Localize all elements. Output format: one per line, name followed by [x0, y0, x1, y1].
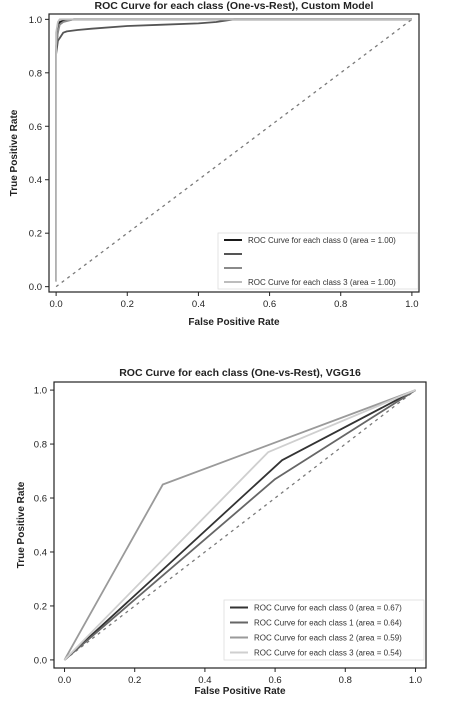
y-tick-label: 1.0 — [29, 15, 42, 26]
x-axis-label: False Positive Rate — [194, 686, 286, 697]
chart-custom-model-svg: ROC Curve for each class (One-vs-Rest), … — [9, 0, 420, 328]
legend-entry-class-0: ROC Curve for each class 0 (area = 1.00) — [248, 236, 396, 245]
chart-title: ROC Curve for each class (One-vs-Rest), … — [119, 367, 361, 379]
y-tick-label: 0.0 — [34, 655, 47, 666]
y-tick-label: 0.4 — [34, 547, 47, 558]
plot-frame — [53, 381, 427, 669]
legend-entry-class-0: ROC Curve for each class 0 (area = 0.67) — [254, 604, 402, 613]
x-tick-label: 0.0 — [58, 675, 71, 686]
x-tick-label: 1.0 — [409, 675, 422, 686]
roc-curve-class-3 — [55, 18, 412, 282]
y-tick-label: 0.6 — [34, 494, 47, 505]
legend-box — [223, 599, 425, 661]
y-tick-label: 0.4 — [29, 175, 42, 186]
roc-curve-class-3 — [63, 389, 416, 661]
y-tick-label: 0.0 — [29, 282, 42, 293]
x-tick-label: 0.6 — [263, 299, 276, 310]
y-axis-label: True Positive Rate — [9, 109, 20, 196]
chart-vgg16-svg: ROC Curve for each class (One-vs-Rest), … — [16, 367, 427, 697]
y-tick-label: 0.2 — [34, 601, 47, 612]
x-tick-label: 0.8 — [334, 299, 347, 310]
x-tick-label: 1.0 — [405, 299, 418, 310]
legend: ROC Curve for each class 0 (area = 1.00)… — [217, 232, 419, 290]
x-tick-label: 0.4 — [198, 675, 211, 686]
x-tick-label: 0.6 — [268, 675, 281, 686]
legend-box — [217, 232, 419, 290]
y-tick-label: 0.8 — [29, 68, 42, 79]
x-axis-label: False Positive Rate — [188, 317, 280, 328]
y-tick-label: 0.2 — [29, 229, 42, 240]
legend-entry-class-3: ROC Curve for each class 3 (area = 0.54) — [254, 649, 402, 658]
y-tick-label: 1.0 — [34, 386, 47, 397]
y-tick-label: 0.6 — [29, 122, 42, 133]
x-tick-label: 0.8 — [339, 675, 352, 686]
legend-entry-class-3: ROC Curve for each class 3 (area = 1.00) — [248, 278, 396, 287]
chart-title: ROC Curve for each class (One-vs-Rest), … — [95, 0, 374, 12]
x-tick-label: 0.0 — [50, 299, 63, 310]
x-tick-label: 0.2 — [121, 299, 134, 310]
legend: ROC Curve for each class 0 (area = 0.67)… — [223, 599, 425, 661]
legend-entry-class-1: ROC Curve for each class 1 (area = 0.64) — [254, 619, 402, 628]
x-tick-label: 0.2 — [128, 675, 141, 686]
x-tick-label: 0.4 — [192, 299, 205, 310]
roc-curve-class-1 — [63, 389, 416, 661]
roc-curve-class-2 — [63, 389, 416, 661]
y-tick-label: 0.8 — [34, 440, 47, 451]
chart-custom-model: ROC Curve for each class (One-vs-Rest), … — [0, 0, 465, 340]
legend-entry-class-2: ROC Curve for each class 2 (area = 0.59) — [254, 634, 402, 643]
chart-vgg16: ROC Curve for each class (One-vs-Rest), … — [0, 360, 465, 710]
roc-curve-class-0 — [63, 389, 416, 661]
plot-frame — [48, 13, 420, 293]
y-axis-label: True Positive Rate — [16, 481, 27, 568]
